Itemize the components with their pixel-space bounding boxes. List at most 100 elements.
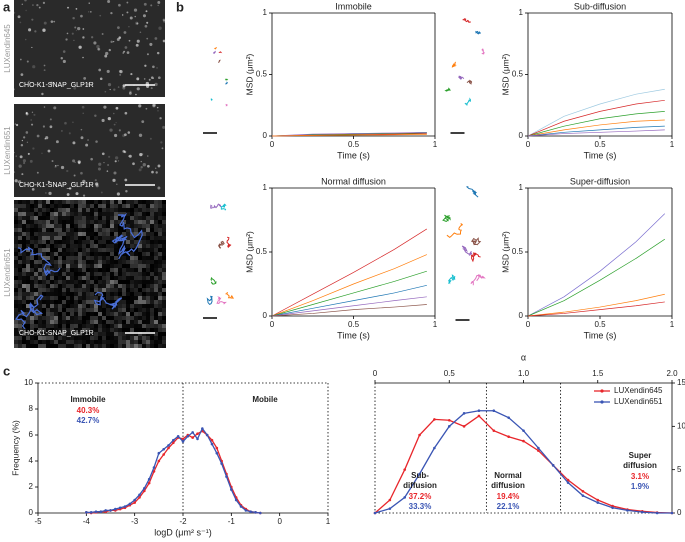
pixel bbox=[90, 300, 94, 304]
pixel bbox=[106, 344, 110, 348]
pixel bbox=[114, 268, 118, 272]
pixel bbox=[38, 200, 42, 204]
pixel bbox=[158, 240, 162, 244]
pixel bbox=[110, 336, 114, 340]
pixel bbox=[46, 200, 50, 204]
x-axis-label: Time (s) bbox=[584, 330, 617, 340]
pixel bbox=[14, 252, 18, 256]
y-axis-label: MSD (μm²) bbox=[500, 53, 510, 95]
pixel bbox=[110, 300, 114, 304]
pixel bbox=[142, 240, 146, 244]
pixel bbox=[42, 276, 46, 280]
pixel bbox=[122, 268, 126, 272]
pixel bbox=[62, 284, 66, 288]
speckle bbox=[43, 69, 46, 72]
pixel bbox=[50, 272, 54, 276]
speckle bbox=[68, 187, 72, 190]
pixel bbox=[74, 268, 78, 272]
annotation: Normal bbox=[494, 471, 522, 480]
speckle bbox=[51, 160, 54, 163]
pixel bbox=[98, 280, 102, 284]
pixel bbox=[54, 256, 58, 260]
pixel bbox=[138, 220, 142, 224]
y-axis-label: MSD (μm²) bbox=[500, 231, 510, 273]
pixel bbox=[94, 200, 98, 204]
pixel bbox=[162, 248, 166, 252]
pixel bbox=[46, 256, 50, 260]
pixel bbox=[118, 336, 122, 340]
pixel bbox=[150, 320, 154, 324]
pixel bbox=[106, 304, 110, 308]
pixel bbox=[78, 260, 82, 264]
speckle bbox=[108, 48, 111, 52]
pixel bbox=[134, 264, 138, 268]
pixel bbox=[102, 320, 106, 324]
pixel bbox=[130, 244, 134, 248]
pixel bbox=[134, 240, 138, 244]
x-tick-label: -4 bbox=[83, 517, 91, 526]
pixel bbox=[70, 220, 74, 224]
pixel bbox=[86, 260, 90, 264]
speckle bbox=[146, 37, 149, 40]
pixel bbox=[74, 328, 78, 332]
pixel bbox=[30, 204, 34, 208]
speckle bbox=[113, 88, 116, 91]
pixel bbox=[130, 324, 134, 328]
marker bbox=[123, 505, 127, 508]
pixel bbox=[134, 316, 138, 320]
series-line bbox=[271, 304, 427, 317]
pixel bbox=[58, 232, 62, 236]
pixel bbox=[38, 292, 42, 296]
series-line bbox=[527, 213, 666, 317]
pixel bbox=[74, 208, 78, 212]
pixel bbox=[30, 228, 34, 232]
pixel bbox=[46, 320, 50, 324]
marker bbox=[551, 464, 555, 467]
image-caption: CHO-K1-SNAP_GLP1R bbox=[19, 330, 94, 337]
pixel bbox=[66, 200, 70, 204]
pixel bbox=[162, 228, 166, 232]
speckle bbox=[154, 167, 157, 170]
speckle bbox=[114, 160, 117, 163]
pixel bbox=[126, 340, 130, 344]
pixel bbox=[82, 304, 86, 308]
pixel bbox=[90, 316, 94, 320]
pixel bbox=[70, 200, 74, 204]
marker bbox=[403, 468, 407, 471]
pixel bbox=[38, 332, 42, 336]
pixel bbox=[26, 284, 30, 288]
speckle bbox=[72, 16, 75, 20]
pixel bbox=[90, 276, 94, 280]
image-label: LUXendin651 bbox=[3, 248, 12, 297]
series-line bbox=[271, 284, 427, 317]
pixel bbox=[94, 248, 98, 252]
pixel bbox=[22, 344, 26, 348]
pixel bbox=[102, 252, 106, 256]
speckle bbox=[103, 161, 105, 164]
pixel bbox=[34, 328, 38, 332]
pixel bbox=[70, 284, 74, 288]
pixel bbox=[82, 296, 86, 300]
pixel bbox=[82, 232, 86, 236]
speckle bbox=[112, 178, 116, 182]
pixel bbox=[134, 256, 138, 260]
speckle bbox=[43, 21, 47, 25]
speckle bbox=[136, 39, 140, 43]
pixel bbox=[78, 228, 82, 232]
pixel bbox=[62, 248, 66, 252]
pixel bbox=[154, 344, 158, 348]
pixel bbox=[150, 304, 154, 308]
pixel bbox=[78, 320, 82, 324]
pixel bbox=[54, 296, 58, 300]
marker bbox=[196, 432, 199, 436]
pixel bbox=[106, 212, 110, 216]
pixel bbox=[70, 256, 74, 260]
marker bbox=[537, 446, 540, 450]
pixel bbox=[50, 204, 54, 208]
pixel bbox=[74, 324, 78, 328]
pixel bbox=[94, 256, 98, 260]
pixel bbox=[142, 308, 146, 312]
pixel bbox=[118, 344, 122, 348]
pixel bbox=[70, 240, 74, 244]
speckle bbox=[19, 155, 23, 159]
